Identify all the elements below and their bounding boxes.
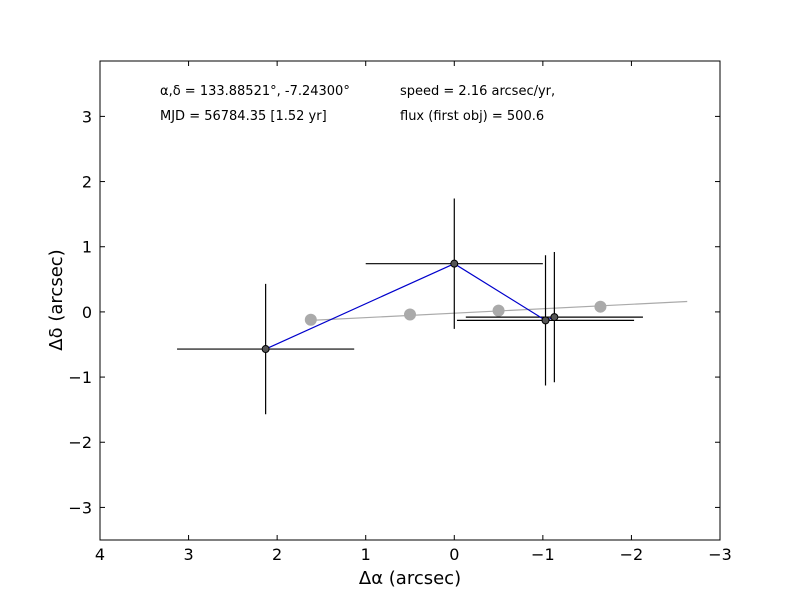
x-tick-label: 1 — [361, 545, 371, 564]
x-tick-label: 3 — [183, 545, 193, 564]
flux-annotation: flux (first obj) = 500.6 — [400, 109, 544, 124]
y-tick-label: 3 — [82, 107, 92, 126]
model-point — [594, 300, 607, 313]
observation-series — [177, 198, 643, 415]
model-series — [304, 300, 688, 326]
observation-point — [541, 316, 550, 325]
speed-annotation: speed = 2.16 arcsec/yr, — [400, 84, 555, 99]
observation-point — [550, 313, 559, 322]
mjd-annotation: MJD = 56784.35 [1.52 yr] — [160, 109, 327, 124]
x-tick-label: −1 — [531, 545, 555, 564]
observation-path — [265, 263, 555, 350]
coords-annotation: α,δ = 133.88521°, -7.24300° — [160, 84, 350, 99]
x-tick-label: −3 — [708, 545, 732, 564]
observation-point — [261, 345, 270, 354]
y-axis-label: Δδ (arcsec) — [46, 249, 67, 350]
y-tick-label: −2 — [68, 433, 92, 452]
x-tick-label: 0 — [449, 545, 459, 564]
model-point — [304, 313, 317, 326]
x-tick-label: −2 — [620, 545, 644, 564]
observation-point — [450, 259, 459, 268]
y-tick-label: 2 — [82, 173, 92, 192]
y-tick-label: 0 — [82, 303, 92, 322]
plot-frame — [99, 60, 721, 541]
x-axis-label: Δα (arcsec) — [359, 568, 461, 589]
y-tick-label: 1 — [82, 238, 92, 257]
model-point — [404, 308, 416, 321]
x-tick-label: 2 — [272, 545, 282, 564]
model-point — [492, 304, 505, 317]
y-tick-label: −3 — [68, 498, 92, 517]
x-tick-label: 4 — [95, 545, 105, 564]
y-tick-label: −1 — [68, 368, 92, 387]
